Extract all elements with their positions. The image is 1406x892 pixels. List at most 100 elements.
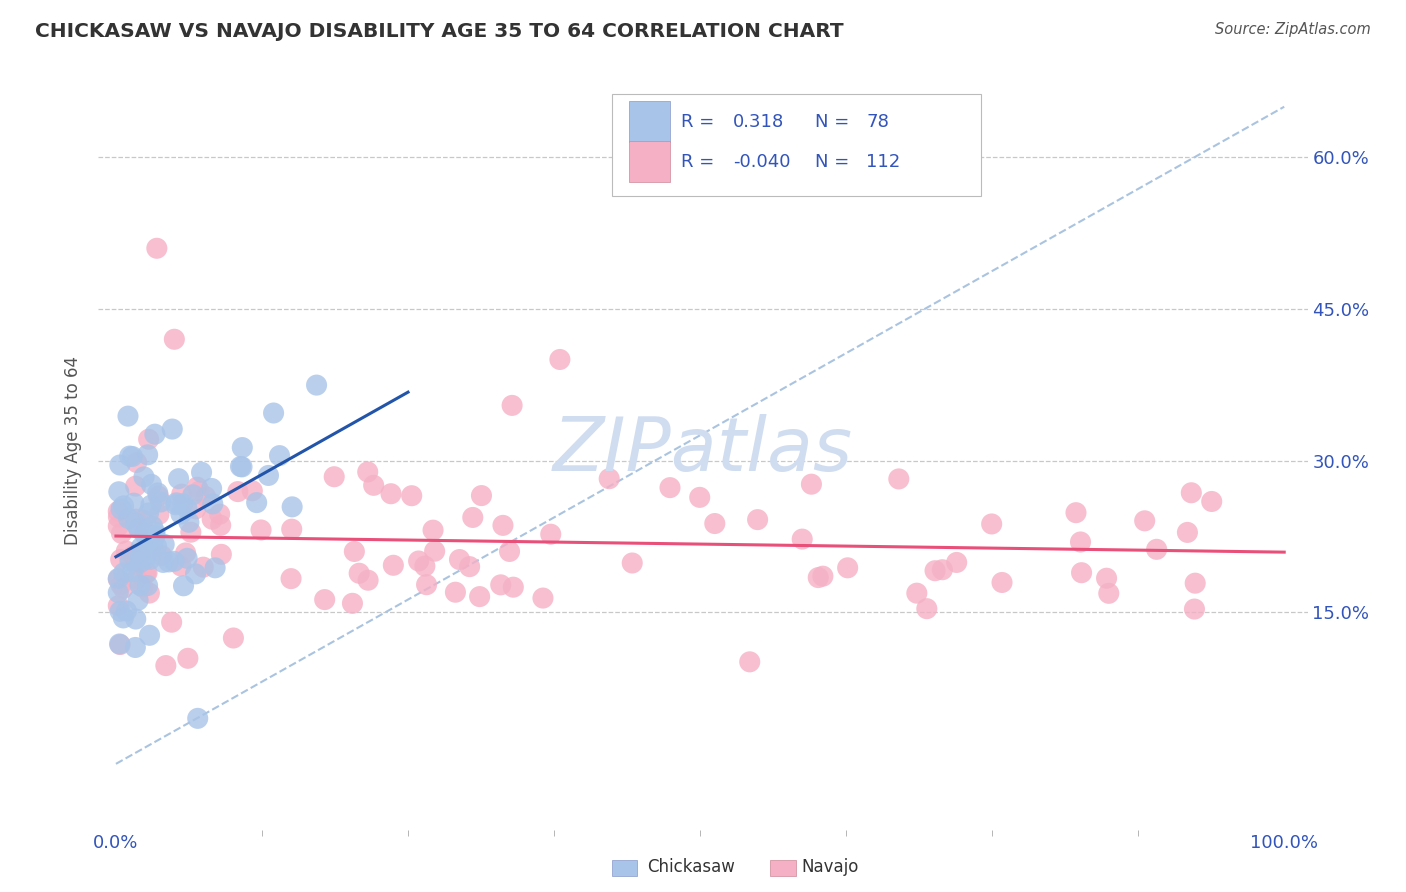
- Point: [124, 640, 146, 655]
- Point: [128, 522, 150, 536]
- Text: CHICKASAW VS NAVAJO DISABILITY AGE 35 TO 64 CORRELATION CHART: CHICKASAW VS NAVAJO DISABILITY AGE 35 TO…: [35, 22, 844, 41]
- Point: [807, 571, 830, 585]
- Point: [176, 501, 198, 516]
- Point: [492, 518, 515, 533]
- Point: [170, 507, 193, 521]
- Point: [143, 524, 166, 539]
- Point: [413, 559, 436, 574]
- Point: [201, 482, 224, 496]
- Point: [115, 544, 138, 558]
- Point: [1070, 566, 1092, 580]
- Text: N =: N =: [815, 153, 849, 171]
- Point: [152, 556, 174, 570]
- Point: [138, 586, 160, 600]
- Point: [146, 486, 169, 500]
- Point: [163, 332, 186, 346]
- Point: [184, 501, 207, 516]
- Point: [201, 512, 224, 526]
- Point: [110, 577, 132, 591]
- Point: [193, 560, 215, 574]
- Point: [1133, 514, 1156, 528]
- Point: [163, 554, 186, 568]
- Point: [143, 427, 166, 442]
- Text: -0.040: -0.040: [734, 153, 790, 171]
- Point: [132, 580, 155, 594]
- Point: [108, 484, 131, 499]
- Point: [107, 571, 129, 585]
- Point: [188, 484, 211, 499]
- Point: [118, 554, 141, 568]
- Point: [134, 550, 156, 565]
- Point: [134, 552, 156, 566]
- Text: N =: N =: [815, 113, 849, 131]
- Point: [155, 658, 177, 673]
- Point: [108, 604, 131, 618]
- Point: [423, 544, 446, 558]
- Point: [124, 553, 146, 567]
- Point: [181, 488, 204, 502]
- Point: [121, 450, 143, 464]
- Point: [1098, 586, 1121, 600]
- Point: [177, 651, 200, 665]
- Point: [141, 537, 163, 551]
- Text: Chickasaw: Chickasaw: [647, 858, 734, 876]
- Point: [980, 516, 1002, 531]
- Point: [128, 521, 150, 535]
- Y-axis label: Disability Age 35 to 64: Disability Age 35 to 64: [65, 356, 83, 545]
- Point: [112, 566, 135, 580]
- Point: [229, 459, 252, 474]
- Point: [209, 518, 232, 533]
- Point: [1146, 542, 1168, 557]
- Point: [174, 546, 197, 560]
- Point: [531, 591, 554, 605]
- Point: [108, 638, 131, 652]
- Point: [135, 544, 157, 558]
- Point: [118, 449, 141, 463]
- Point: [837, 561, 859, 575]
- Point: [110, 526, 132, 541]
- Point: [250, 523, 273, 537]
- Text: R =: R =: [682, 153, 714, 171]
- FancyBboxPatch shape: [613, 95, 981, 196]
- Point: [621, 556, 644, 570]
- Point: [136, 448, 159, 462]
- Point: [186, 480, 208, 494]
- Point: [162, 422, 184, 436]
- Point: [138, 506, 160, 520]
- Point: [110, 552, 132, 566]
- Point: [363, 478, 385, 492]
- Point: [194, 490, 217, 504]
- Point: [125, 456, 148, 470]
- Point: [408, 554, 430, 568]
- Point: [157, 555, 180, 569]
- Point: [107, 504, 129, 518]
- Point: [139, 552, 162, 566]
- Point: [598, 472, 620, 486]
- Point: [165, 498, 187, 512]
- Point: [136, 543, 159, 558]
- Point: [122, 565, 145, 579]
- Point: [107, 510, 129, 524]
- Point: [800, 477, 823, 491]
- Point: [177, 516, 200, 530]
- Point: [132, 513, 155, 527]
- Point: [458, 559, 481, 574]
- Point: [146, 241, 169, 255]
- Point: [122, 549, 145, 563]
- Point: [470, 489, 492, 503]
- Point: [342, 596, 364, 610]
- Point: [540, 527, 562, 541]
- Point: [468, 590, 491, 604]
- Point: [263, 406, 285, 420]
- Point: [129, 549, 152, 563]
- Point: [905, 586, 928, 600]
- Point: [1095, 571, 1118, 585]
- Point: [112, 581, 135, 595]
- Text: ZIPatlas: ZIPatlas: [553, 415, 853, 486]
- Point: [108, 637, 131, 651]
- Point: [501, 398, 523, 412]
- Point: [281, 500, 304, 514]
- Point: [122, 496, 145, 510]
- Point: [129, 541, 152, 555]
- Point: [1184, 576, 1206, 591]
